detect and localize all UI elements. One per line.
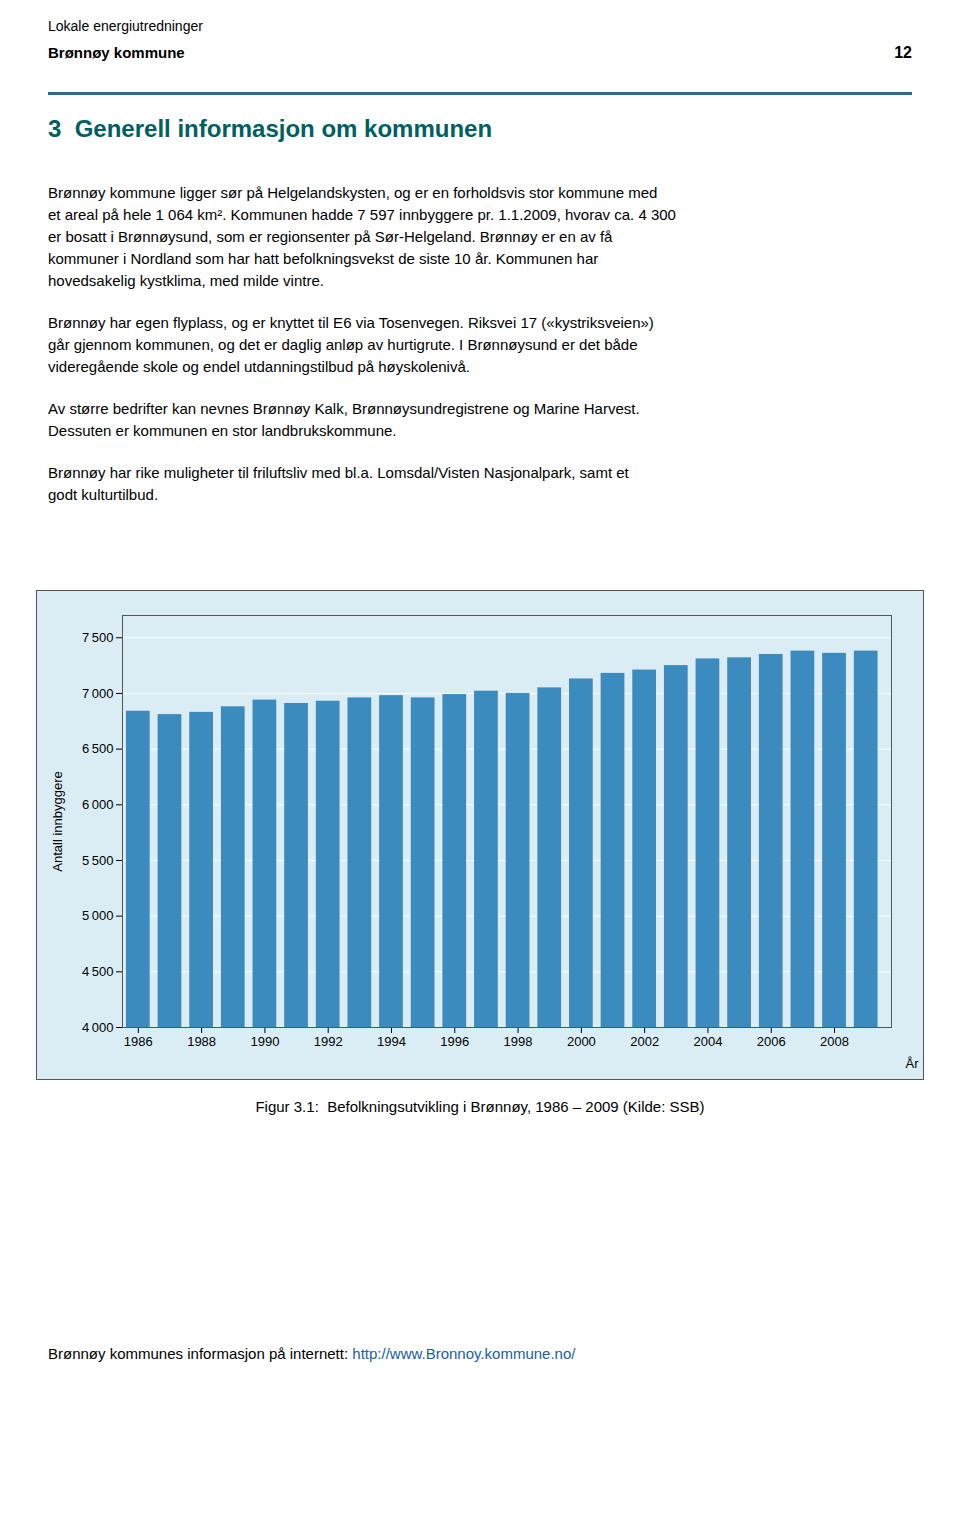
html-text:er bosatt i Brønnøysund, som e: er bosatt i Brønnøysund, som er regionse… bbox=[48, 228, 613, 245]
html-text:et areal på hele 1 064 km². Ko: et areal på hele 1 064 km². Kommunen had… bbox=[48, 206, 676, 223]
svg-text:1988: 1988 bbox=[187, 1034, 216, 1049]
svg-text:1998: 1998 bbox=[504, 1034, 533, 1049]
svg-text:1992: 1992 bbox=[314, 1034, 343, 1049]
svg-text:1990: 1990 bbox=[250, 1034, 279, 1049]
html-text:videregående skole og endel ut: videregående skole og endel utdanningsti… bbox=[48, 358, 470, 375]
html-text:3 Generell informasjon om komm: 3 Generell informasjon om kommunen bbox=[48, 115, 493, 142]
html-text:kommuner i Nordland som har ha: kommuner i Nordland som har hatt befolkn… bbox=[48, 250, 599, 267]
svg-text:6 000: 6 000 bbox=[82, 797, 114, 812]
html-text:Dessuten er kommunen en stor l: Dessuten er kommunen en stor landbruksko… bbox=[48, 422, 397, 439]
svg-text:År: År bbox=[906, 1056, 920, 1071]
html-text:Brønnøy kommune: Brønnøy kommune bbox=[48, 44, 185, 61]
svg-text:Antall innbyggere: Antall innbyggere bbox=[50, 771, 65, 871]
html-text:Av større bedrifter kan nevnes: Av større bedrifter kan nevnes Brønnøy K… bbox=[48, 400, 640, 417]
html-text:Brønnøy har egen flyplass, og: Brønnøy har egen flyplass, og er knyttet… bbox=[48, 314, 654, 331]
svg-text:4 500: 4 500 bbox=[82, 964, 114, 979]
svg-text:7 500: 7 500 bbox=[82, 630, 114, 645]
svg-text:1994: 1994 bbox=[377, 1034, 406, 1049]
html-text:Figur 3.1: Befolkningsutviklin: Figur 3.1: Befolkningsutvikling i Brønnø… bbox=[255, 1098, 705, 1115]
svg-text:2000: 2000 bbox=[567, 1034, 596, 1049]
html-text:går gjennom kommunen, og det e: går gjennom kommunen, og det er daglig a… bbox=[48, 336, 638, 353]
html-text:Brønnøy har rike muligheter ti: Brønnøy har rike muligheter til frilufts… bbox=[48, 464, 629, 481]
svg-text:4 000: 4 000 bbox=[82, 1020, 114, 1035]
svg-text:1996: 1996 bbox=[440, 1034, 469, 1049]
svg-text:2002: 2002 bbox=[630, 1034, 659, 1049]
html-text:12: 12 bbox=[894, 44, 912, 61]
svg-text:2004: 2004 bbox=[693, 1034, 722, 1049]
svg-text:7 000: 7 000 bbox=[82, 686, 114, 701]
html-text:Brønnøy kommune ligger sør på: Brønnøy kommune ligger sør på Helgelands… bbox=[48, 184, 658, 201]
html-text:Lokale energiutredninger: Lokale energiutredninger bbox=[48, 18, 203, 34]
svg-text:2006: 2006 bbox=[757, 1034, 786, 1049]
html-text:godt kulturtilbud.: godt kulturtilbud. bbox=[48, 486, 159, 503]
svg-text:2008: 2008 bbox=[820, 1034, 849, 1049]
svg-text:6 500: 6 500 bbox=[82, 741, 114, 756]
svg-text:1986: 1986 bbox=[124, 1034, 153, 1049]
html-text:Brønnøy kommunes informasjon p: Brønnøy kommunes informasjon på internet… bbox=[48, 1345, 576, 1362]
svg-text:5 000: 5 000 bbox=[82, 908, 114, 923]
svg-text:5 500: 5 500 bbox=[82, 853, 114, 868]
html-text:hovedsakelig kystklima, med mi: hovedsakelig kystklima, med milde vintre… bbox=[48, 272, 324, 289]
